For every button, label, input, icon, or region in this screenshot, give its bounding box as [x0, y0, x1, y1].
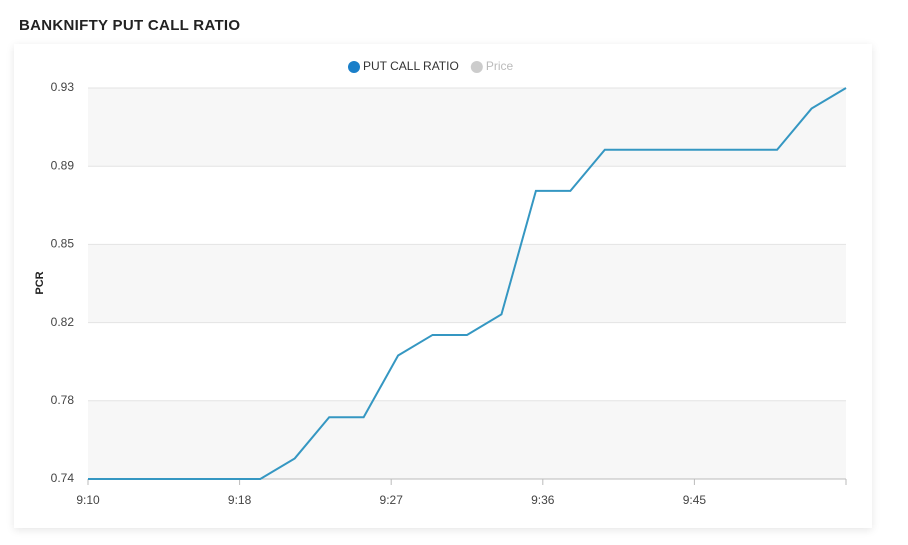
x-tick-label: 9:10: [76, 493, 100, 507]
grid-band: [88, 400, 846, 479]
y-axis-label: PCR: [34, 271, 46, 294]
x-tick-label: 9:36: [531, 493, 555, 507]
grid-band: [88, 244, 846, 323]
y-tick-label: 0.74: [51, 471, 75, 485]
y-tick-label: 0.78: [51, 393, 75, 407]
x-tick-label: 9:45: [683, 493, 707, 507]
legend-marker: [470, 61, 483, 73]
y-tick-label: 0.82: [51, 315, 75, 329]
legend-label[interactable]: PUT CALL RATIO: [363, 59, 459, 73]
chart-title: BANKNIFTY PUT CALL RATIO: [19, 17, 241, 34]
y-tick-label: 0.89: [51, 158, 75, 172]
grid-band: [88, 88, 846, 167]
x-tick-label: 9:18: [228, 493, 252, 507]
legend-label[interactable]: Price: [486, 59, 514, 73]
x-tick-label: 9:27: [380, 493, 404, 507]
legend-marker: [348, 61, 360, 73]
data-line: [88, 87, 847, 480]
y-tick-label: 0.93: [51, 80, 75, 94]
y-tick-label: 0.85: [51, 237, 75, 251]
